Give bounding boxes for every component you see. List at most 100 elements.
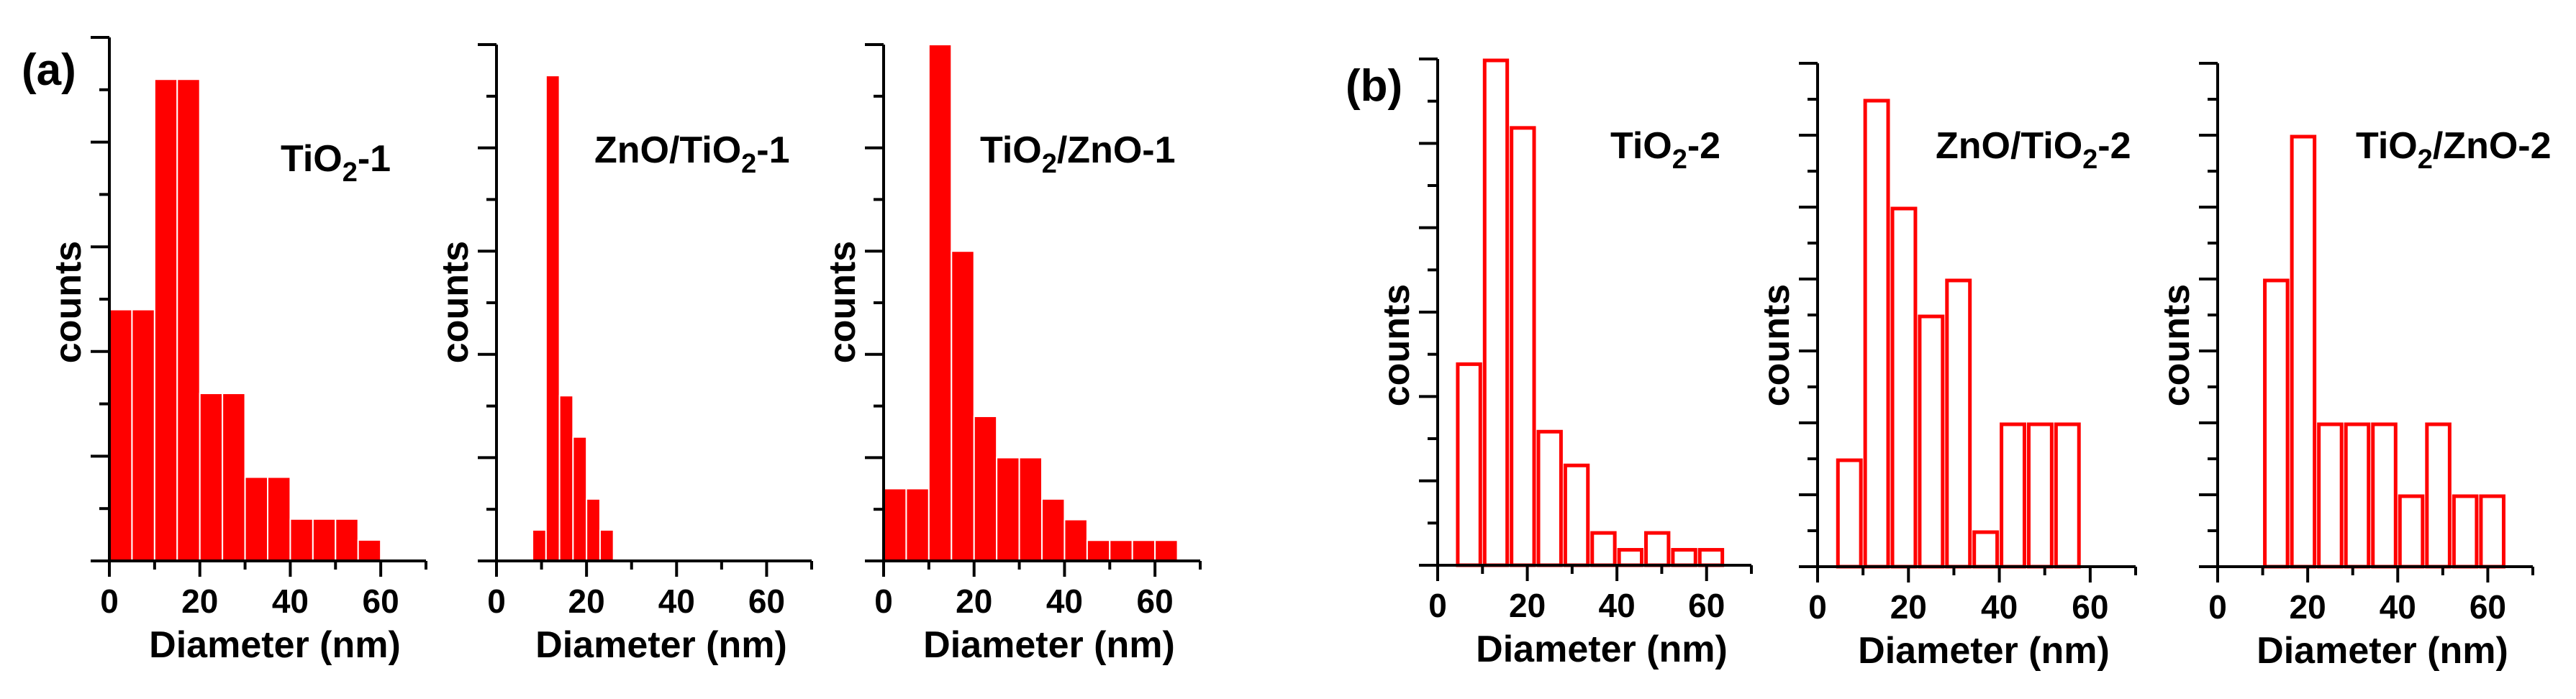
histogram-bar bbox=[1536, 429, 1563, 567]
x-tick-label: 0 bbox=[874, 582, 893, 620]
histogram-bar bbox=[2317, 422, 2344, 569]
histogram-bar bbox=[357, 539, 382, 562]
histogram-bar bbox=[1863, 99, 1890, 569]
histogram-bar bbox=[586, 498, 601, 562]
histogram-chart-6: 0 20 40 60 Diameter (nm) counts TiO2/ZnO-2 bbox=[2156, 62, 2552, 672]
histogram-bar bbox=[1590, 531, 1617, 567]
x-tick-label: 40 bbox=[272, 582, 309, 620]
x-axis-title: Diameter (nm) bbox=[2257, 630, 2508, 672]
histogram-bar bbox=[599, 529, 614, 562]
histogram-bar bbox=[222, 393, 246, 562]
histogram-bar bbox=[2263, 278, 2290, 569]
x-tick-label: 0 bbox=[1808, 588, 1827, 626]
y-axis-title: counts bbox=[822, 241, 863, 363]
histogram-bar bbox=[2344, 422, 2371, 569]
histogram-chart-5: 0 20 40 60 Diameter (nm) counts ZnO/TiO2-2 bbox=[1756, 62, 2137, 672]
histogram-bar bbox=[1972, 530, 2000, 569]
histogram-bar bbox=[1644, 531, 1671, 567]
histogram-chart-3: 0 20 40 60 Diameter (nm) counts TiO2/ZnO-1 bbox=[822, 43, 1202, 666]
x-tick-label: 60 bbox=[2072, 588, 2108, 626]
histogram-bar bbox=[2000, 422, 2026, 569]
x-tick-label: 20 bbox=[1509, 587, 1546, 624]
histogram-bar bbox=[905, 488, 930, 562]
x-tick-label: 60 bbox=[1137, 582, 1174, 620]
histogram-bar bbox=[1671, 548, 1697, 567]
histogram-bar bbox=[2452, 494, 2479, 569]
x-tick-label: 0 bbox=[1428, 587, 1447, 624]
histogram-bar bbox=[131, 309, 155, 562]
histogram-bar bbox=[2479, 494, 2505, 569]
x-axis-title: Diameter (nm) bbox=[535, 624, 787, 666]
histogram-bar bbox=[176, 78, 201, 562]
histogram-bar bbox=[244, 476, 269, 562]
x-tick-label: 40 bbox=[2380, 588, 2416, 626]
histogram-bar bbox=[1154, 539, 1179, 562]
x-tick-label: 60 bbox=[1688, 587, 1725, 624]
panel-label-a: (a) bbox=[22, 45, 76, 95]
chart-title: ZnO/TiO2-1 bbox=[594, 129, 790, 179]
x-axis-title: Diameter (nm) bbox=[1476, 629, 1728, 670]
y-axis-title: counts bbox=[435, 241, 476, 363]
histogram-bar bbox=[558, 395, 574, 562]
histogram-bar bbox=[1918, 314, 1945, 569]
histogram-bar bbox=[2026, 422, 2054, 569]
x-tick-label: 40 bbox=[658, 582, 695, 620]
histogram-bar bbox=[2054, 422, 2081, 569]
histogram-bar bbox=[1510, 126, 1536, 567]
histogram-chart-2: 0 20 40 60 Diameter (nm) counts ZnO/TiO2-1 bbox=[435, 43, 813, 666]
chart-title: TiO2/ZnO-2 bbox=[2356, 125, 2552, 175]
x-tick-label: 20 bbox=[1890, 588, 1927, 626]
histogram-bar bbox=[2290, 134, 2317, 569]
histogram-bar bbox=[973, 415, 998, 562]
histogram-bar bbox=[1131, 539, 1156, 562]
histogram-bar bbox=[996, 457, 1020, 562]
panel-label-b: (b) bbox=[1346, 61, 1402, 111]
histogram-bar bbox=[2398, 494, 2425, 569]
x-tick-label: 20 bbox=[568, 582, 605, 620]
y-axis-title: counts bbox=[1756, 284, 1797, 406]
histogram-bar bbox=[1063, 518, 1088, 562]
histogram-bar bbox=[289, 518, 314, 562]
histogram-bar bbox=[1836, 458, 1863, 569]
histogram-bar bbox=[1617, 548, 1644, 567]
histogram-bar bbox=[1697, 548, 1725, 567]
histogram-bar bbox=[153, 78, 178, 562]
charts: 0 20 40 60 Diameter (nm) counts TiO2-1 0 20 40 60 D… bbox=[47, 36, 2552, 672]
histogram-bar bbox=[1018, 457, 1043, 562]
histogram-chart-1: 0 20 40 60 Diameter (nm) counts TiO2-1 bbox=[47, 36, 427, 666]
x-tick-label: 60 bbox=[363, 582, 399, 620]
histogram-bar bbox=[883, 488, 907, 562]
histogram-bar bbox=[109, 309, 133, 562]
y-axis-title: counts bbox=[47, 241, 89, 363]
histogram-bar bbox=[545, 75, 561, 562]
chart-title: TiO2-2 bbox=[1610, 125, 1720, 175]
y-axis-title: counts bbox=[2156, 284, 2198, 406]
histogram-bar bbox=[532, 529, 547, 562]
histogram-chart-4: 0 20 40 60 Diameter (nm) counts TiO2-2 bbox=[1376, 58, 1753, 670]
histogram-bar bbox=[312, 518, 337, 562]
chart-title: TiO2-1 bbox=[281, 138, 391, 188]
x-axis-title: Diameter (nm) bbox=[149, 624, 401, 666]
histogram-bar bbox=[572, 436, 588, 562]
chart-title: TiO2/ZnO-1 bbox=[980, 129, 1176, 179]
x-tick-label: 20 bbox=[181, 582, 218, 620]
histogram-bar bbox=[928, 44, 953, 562]
histogram-bar bbox=[1482, 58, 1510, 567]
histogram-bar bbox=[951, 250, 975, 562]
x-tick-label: 0 bbox=[100, 582, 119, 620]
x-axis-title: Diameter (nm) bbox=[923, 624, 1175, 666]
histogram-bar bbox=[2425, 422, 2452, 569]
histogram-bar bbox=[1086, 539, 1111, 562]
x-axis-title: Diameter (nm) bbox=[1858, 630, 2110, 672]
x-tick-label: 20 bbox=[956, 582, 992, 620]
histogram-bar bbox=[1563, 463, 1590, 567]
histogram-bar bbox=[2371, 422, 2398, 569]
x-tick-label: 0 bbox=[487, 582, 506, 620]
x-tick-label: 40 bbox=[1599, 587, 1636, 624]
histogram-bar bbox=[1109, 539, 1133, 562]
histogram-bar bbox=[1041, 498, 1066, 562]
x-tick-label: 40 bbox=[1981, 588, 2018, 626]
x-tick-label: 0 bbox=[2208, 588, 2227, 626]
histogram-bar bbox=[1890, 206, 1918, 569]
